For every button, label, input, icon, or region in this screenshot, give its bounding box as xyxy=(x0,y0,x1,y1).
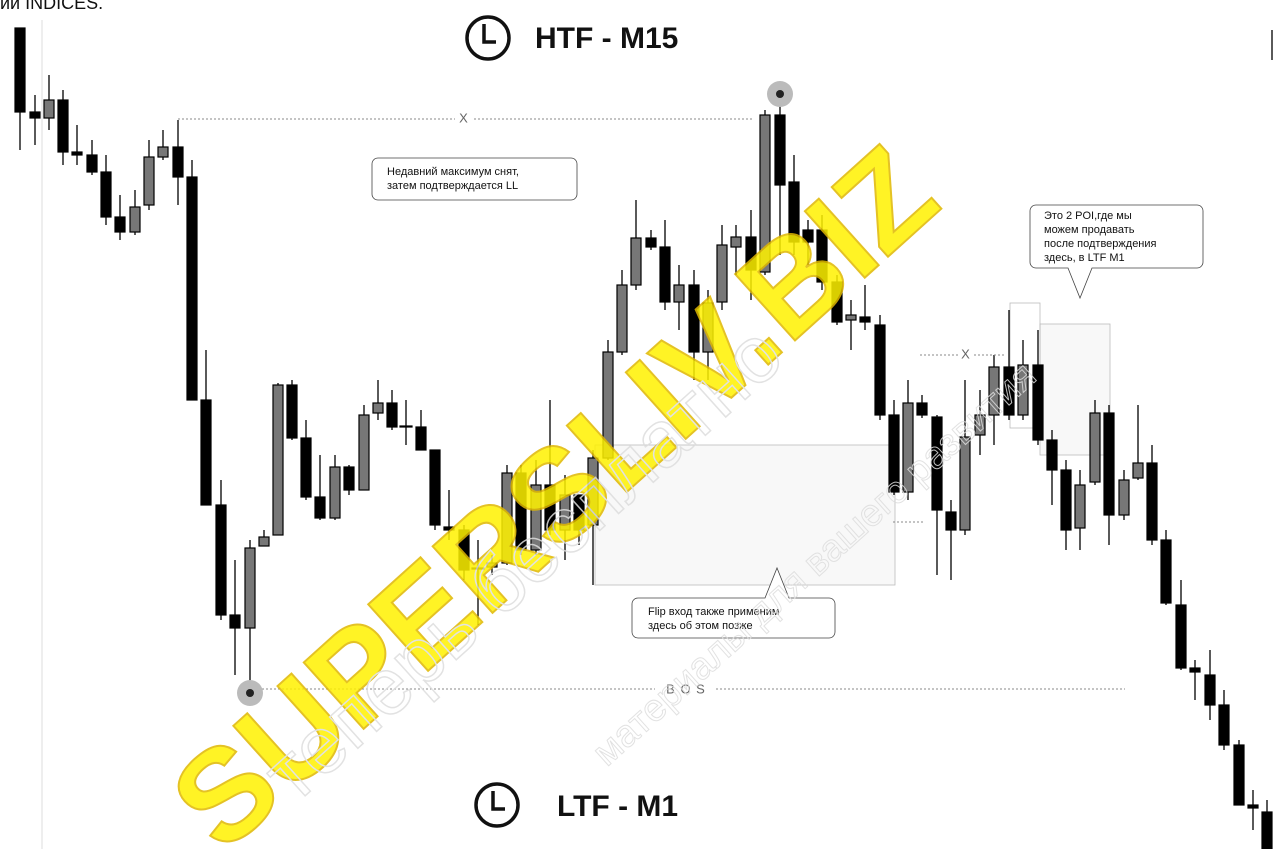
candles xyxy=(14,27,1273,849)
note: Это 2 POI,где мы xyxy=(1044,210,1132,222)
pivots xyxy=(237,81,793,706)
marker-x: X xyxy=(961,346,971,361)
clock-icon xyxy=(465,15,520,828)
note: Недавний максимум снят, xyxy=(387,166,519,178)
note: можем продавать xyxy=(1044,224,1135,236)
ltf-title: LTF - M1 xyxy=(557,790,678,823)
note: здесь об этом позже xyxy=(648,620,753,632)
marker-x: X xyxy=(459,110,469,125)
callouts xyxy=(371,157,1204,639)
note: затем подтверждается LL xyxy=(387,180,518,192)
zones xyxy=(594,302,1111,586)
levels xyxy=(178,118,1125,690)
note: здесь, в LTF M1 xyxy=(1044,252,1125,264)
htf-title: HTF - M15 xyxy=(535,22,678,55)
note: Flip вход также применим xyxy=(648,606,779,618)
note: после подтверждения xyxy=(1044,238,1157,250)
bos-label: B O S xyxy=(666,681,706,696)
corner-text: ий INDICES. xyxy=(0,0,103,13)
